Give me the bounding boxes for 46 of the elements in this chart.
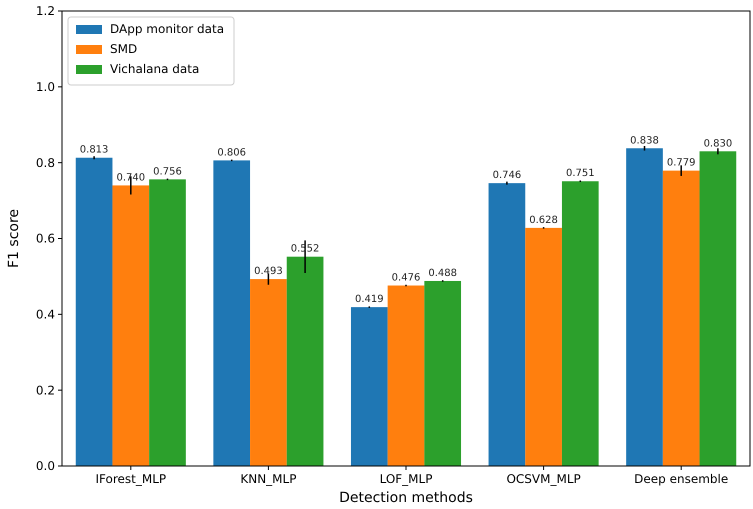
x-tick-label: OCSVM_MLP [506, 472, 581, 486]
bar [250, 279, 287, 466]
x-tick-label: IForest_MLP [95, 472, 166, 486]
y-tick-label: 1.2 [36, 4, 55, 18]
legend-label: SMD [110, 42, 138, 56]
y-tick-label: 0.4 [36, 308, 55, 322]
data-label: 0.628 [529, 214, 558, 226]
data-label: 0.740 [116, 172, 146, 184]
y-tick-label: 0.6 [36, 232, 55, 246]
bar [213, 160, 250, 466]
bar [488, 183, 526, 466]
bar [286, 256, 324, 466]
x-tick-label: Deep ensemble [634, 472, 728, 486]
data-label: 0.756 [153, 166, 182, 178]
bar [112, 185, 150, 466]
data-label: 0.813 [80, 144, 108, 156]
bar [562, 181, 599, 466]
legend-label: DApp monitor data [110, 22, 224, 36]
y-tick-label: 0.0 [36, 459, 55, 474]
bar [626, 148, 663, 466]
x-tick-label: KNN_MLP [240, 472, 296, 486]
data-label: 0.830 [704, 138, 732, 150]
data-label: 0.838 [630, 135, 659, 146]
bar [76, 158, 112, 466]
bar [662, 170, 700, 466]
data-label: 0.419 [354, 294, 384, 306]
x-axis-title: Detection methods [339, 490, 473, 506]
y-axis-title: F1 score [6, 208, 22, 268]
legend-label: Vichalana data [110, 62, 200, 76]
y-tick-label: 1.0 [36, 80, 55, 94]
bar [700, 151, 736, 466]
x-tick-label: LOF_MLP [380, 472, 432, 486]
bar [388, 286, 424, 466]
data-label: 0.493 [254, 266, 283, 278]
y-tick-label: 0.8 [36, 156, 55, 170]
data-label: 0.751 [566, 168, 595, 180]
bar [525, 228, 562, 466]
data-label: 0.746 [492, 170, 522, 182]
data-label: 0.779 [666, 158, 696, 169]
data-label: 0.476 [392, 272, 420, 284]
bar [149, 179, 186, 466]
y-tick-label: 0.2 [36, 383, 55, 398]
data-label: 0.806 [217, 147, 246, 158]
bar [350, 307, 388, 466]
data-label: 0.488 [428, 268, 458, 279]
bar [424, 280, 462, 466]
